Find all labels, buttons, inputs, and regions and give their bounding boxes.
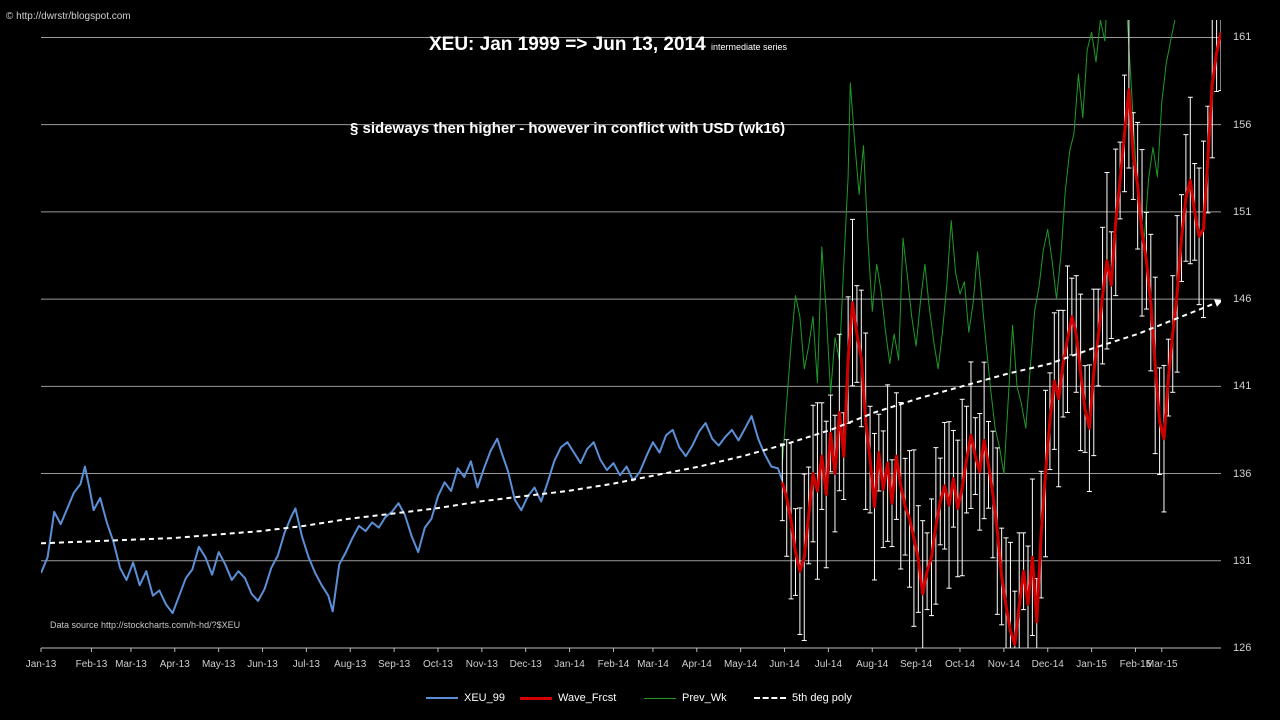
y-tick-label: 161 — [1233, 31, 1252, 44]
x-tick-label: Feb-14 — [597, 659, 630, 670]
legend-swatch — [754, 697, 786, 699]
x-tick-label: Jan-13 — [25, 659, 57, 670]
chart-title-sub: intermediate series — [710, 42, 788, 52]
copyright-text: © http://dwrstr/blogspot.com — [6, 11, 131, 22]
x-tick-label: Oct-14 — [944, 659, 975, 670]
plot-area — [41, 20, 1221, 648]
legend-label: Prev_Wk — [682, 692, 727, 704]
chart-annotation: § sideways then higher - however in conf… — [350, 120, 786, 137]
x-tick-label: Oct-13 — [422, 659, 453, 670]
x-tick-label: Mar-13 — [115, 659, 147, 670]
x-tick-label: Mar-14 — [637, 659, 669, 670]
series-line — [41, 299, 1221, 545]
chart-title-main: XEU: Jan 1999 => Jun 13, 2014 — [428, 34, 706, 55]
y-tick-label: 146 — [1233, 293, 1252, 306]
x-tick-label: Feb-13 — [75, 659, 108, 670]
y-tick-label: 136 — [1233, 467, 1252, 480]
legend: XEU_99 Wave_Frcst Prev_Wk 5th deg poly — [0, 692, 1280, 708]
legend-swatch — [644, 697, 676, 699]
x-tick-label: Apr-13 — [159, 659, 190, 670]
error-bar — [779, 443, 785, 522]
x-tick-label: Nov-13 — [465, 659, 498, 670]
x-tick-label: Sep-13 — [377, 659, 411, 670]
y-tick-label: 126 — [1233, 642, 1252, 654]
legend-item: Prev_Wk — [644, 692, 727, 704]
x-tick-label: Jun-13 — [247, 659, 278, 670]
x-tick-label: Mar-15 — [1145, 659, 1178, 670]
x-tick-label: Dec-13 — [509, 659, 542, 670]
chart-title: XEU: Jan 1999 => Jun 13, 2014 intermedia… — [0, 34, 1216, 56]
legend-label: XEU_99 — [464, 692, 505, 704]
series-line — [41, 415, 784, 615]
x-tick-label: Dec-14 — [1031, 659, 1064, 670]
x-tick-label: Jan-15 — [1076, 659, 1107, 670]
series-line — [781, 20, 1176, 475]
series-xeu-99 — [41, 415, 784, 615]
x-tick-label: May-13 — [201, 659, 236, 670]
legend-item: 5th deg poly — [754, 692, 852, 704]
error-bar — [1218, 20, 1221, 92]
x-tick-label: Apr-14 — [681, 659, 712, 670]
x-tick-label: Jul-14 — [814, 659, 843, 670]
series-5th-deg-poly — [41, 299, 1221, 545]
x-tick-label: Aug-13 — [334, 659, 367, 670]
y-tick-label: 151 — [1233, 205, 1252, 218]
data-source-text: Data source http://stockcharts.com/h-hd/… — [50, 620, 241, 630]
legend-swatch — [520, 696, 552, 700]
x-tick-label: Jan-14 — [554, 659, 585, 670]
y-tick-label: 156 — [1233, 118, 1252, 131]
x-tick-label: May-14 — [723, 659, 758, 670]
x-tick-label: Aug-14 — [856, 659, 889, 670]
series-line — [780, 31, 1221, 646]
y-tick-label: 141 — [1233, 380, 1252, 393]
x-axis — [40, 647, 1221, 652]
series-prev-wk — [781, 20, 1176, 475]
y-tick-label: 131 — [1233, 554, 1252, 567]
x-tick-label: Jul-13 — [292, 659, 320, 670]
x-tick-label: Sep-14 — [900, 659, 933, 670]
legend-label: 5th deg poly — [792, 692, 852, 704]
legend-item: Wave_Frcst — [520, 692, 616, 704]
x-tick-label: Nov-14 — [987, 659, 1020, 670]
x-tick-label: Feb-15 — [1119, 659, 1152, 670]
legend-item: XEU_99 — [426, 692, 505, 704]
x-tick-label: Jun-14 — [769, 659, 800, 670]
series-wave-frcst — [779, 20, 1221, 648]
legend-label: Wave_Frcst — [558, 692, 617, 704]
legend-swatch — [426, 697, 458, 699]
